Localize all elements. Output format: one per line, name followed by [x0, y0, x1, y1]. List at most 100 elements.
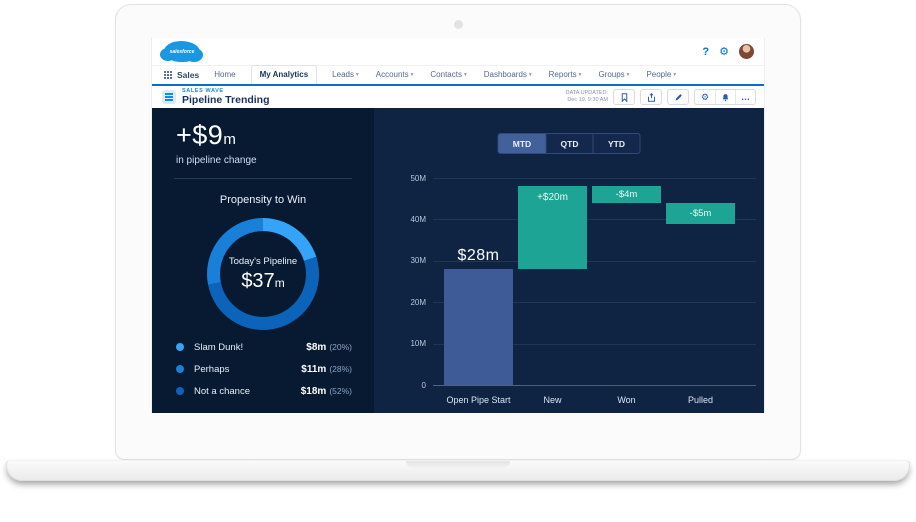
share-button[interactable]	[640, 89, 662, 105]
bar-pulled[interactable]	[666, 202, 735, 224]
more-button[interactable]: …	[735, 90, 755, 104]
tab-label: Reports	[548, 70, 577, 79]
gridline	[433, 219, 756, 221]
donut-center-unit: m	[274, 275, 285, 290]
legend-item[interactable]: Perhaps $11m (28%)	[176, 358, 352, 380]
pipeline-summary-panel: +$9m in pipeline change Propensity to Wi…	[152, 108, 374, 413]
action-button-group: ⚙ …	[694, 89, 756, 105]
tab-label: Accounts	[375, 70, 409, 79]
avatar[interactable]	[739, 44, 754, 59]
edit-icon	[675, 93, 682, 100]
page-title: Pipeline Trending	[182, 94, 270, 106]
bar-value-label: -$5m	[689, 207, 712, 219]
x-axis-label: Won	[617, 395, 636, 405]
app-window: salesforce ? ⚙ Sales Home My Analytics Lea…	[151, 38, 765, 413]
legend-values: $11m (28%)	[301, 364, 352, 375]
propensity-donut-chart[interactable]: Today's Pipeline $37m	[207, 218, 319, 330]
tab-home[interactable]: Home	[212, 70, 237, 84]
legend-item[interactable]: Not a chance $18m (52%)	[176, 380, 352, 402]
chevron-down-icon: ▾	[410, 71, 414, 78]
tab-label: Leads	[332, 70, 354, 79]
legend-label: Slam Dunk!	[194, 341, 244, 353]
gridline	[433, 343, 756, 345]
title-block: SALES WAVE Pipeline Trending	[182, 87, 270, 106]
tab-accounts[interactable]: Accounts ▾	[374, 70, 416, 84]
bookmark-button[interactable]	[613, 89, 635, 105]
nav-tabs: Home My Analytics Leads ▾ Accounts ▾ Contacts ▾…	[212, 65, 678, 84]
nav-bar: Sales Home My Analytics Leads ▾ Accounts ▾ Con…	[152, 65, 764, 86]
y-axis-label: 50M	[410, 173, 426, 183]
bar-value-label: +$20m	[537, 192, 568, 204]
tab-contacts[interactable]: Contacts ▾	[428, 70, 468, 84]
bell-icon	[722, 93, 729, 101]
y-axis-label: 20M	[410, 297, 426, 307]
gridline	[433, 302, 756, 304]
dashboard-actions: DATA UPDATED: Dec 19, 9:30 AM ⚙	[566, 89, 756, 105]
legend-amount: $18m	[300, 385, 327, 397]
notifications-button[interactable]	[715, 90, 735, 104]
x-axis-label: Open Pipe Start	[446, 395, 511, 405]
legend-percent: (28%)	[329, 363, 352, 374]
legend-item[interactable]: Slam Dunk! $8m (20%)	[176, 336, 352, 358]
bar-value-label: -$4m	[615, 189, 638, 201]
chevron-down-icon: ▾	[626, 71, 630, 78]
waffle-icon[interactable]	[164, 71, 172, 79]
global-header-actions: ? ⚙	[702, 44, 754, 59]
edit-button[interactable]	[667, 89, 689, 105]
tab-groups[interactable]: Groups ▾	[596, 70, 631, 84]
salesforce-logo-text: salesforce	[169, 48, 195, 55]
tab-dashboards[interactable]: Dashboards ▾	[482, 70, 534, 84]
data-updated-label: DATA UPDATED:	[565, 89, 608, 96]
chevron-down-icon: ▾	[578, 71, 582, 78]
gridline	[433, 385, 756, 386]
legend-percent: (20%)	[329, 341, 352, 352]
y-axis-label: 0	[421, 380, 426, 390]
chevron-down-icon: ▾	[673, 71, 677, 78]
tab-people[interactable]: People ▾	[644, 70, 678, 84]
laptop-base	[6, 460, 910, 481]
help-icon[interactable]: ?	[702, 45, 710, 58]
tab-reports[interactable]: Reports ▾	[547, 70, 584, 84]
dashboard-body: +$9m in pipeline change Propensity to Wi…	[152, 108, 764, 413]
settings-button[interactable]: ⚙	[695, 90, 715, 104]
tab-label: Contacts	[430, 70, 462, 79]
chevron-down-icon: ▾	[355, 71, 359, 78]
donut-center-label: Today's Pipeline	[228, 255, 298, 267]
bar-open-pipe-start[interactable]	[444, 269, 513, 385]
gear-icon: ⚙	[700, 91, 710, 102]
camera-dot	[454, 20, 463, 29]
bar-value-label: $28m	[457, 247, 500, 265]
share-icon	[647, 92, 655, 102]
tab-leads[interactable]: Leads ▾	[330, 70, 361, 84]
toggle-mtd[interactable]: MTD	[498, 134, 546, 153]
gear-icon[interactable]: ⚙	[719, 46, 729, 58]
dashboard-header: SALES WAVE Pipeline Trending DATA UPDATE…	[152, 86, 764, 108]
salesforce-logo[interactable]: salesforce	[160, 41, 203, 62]
bar-new[interactable]	[518, 186, 587, 270]
toggle-qtd[interactable]: QTD	[545, 134, 593, 153]
legend-amount: $8m	[306, 341, 327, 353]
bookmark-icon	[621, 92, 627, 102]
legend-dot	[176, 343, 184, 351]
legend-dot	[176, 387, 184, 395]
global-header: salesforce ? ⚙	[152, 38, 764, 65]
donut-center: Today's Pipeline $37m	[220, 231, 306, 317]
legend-label: Perhaps	[194, 363, 230, 375]
y-axis-label: 10M	[410, 339, 426, 349]
donut-legend: Slam Dunk! $8m (20%) Perhaps $11m (28%) Not a …	[176, 336, 352, 402]
x-axis-label: Pulled	[687, 395, 714, 405]
tab-my-analytics[interactable]: My Analytics	[250, 65, 318, 84]
bar-won[interactable]	[592, 186, 661, 203]
hamburger-icon[interactable]	[162, 90, 176, 104]
kpi-caption: in pipeline change	[176, 155, 257, 166]
more-icon: …	[741, 91, 750, 102]
legend-percent: (52%)	[329, 385, 352, 396]
tab-label: My Analytics	[259, 70, 309, 79]
app-name: Sales	[177, 70, 200, 80]
app-switcher[interactable]: Sales	[164, 70, 199, 84]
breadcrumb: SALES WAVE	[182, 87, 224, 94]
gridline	[433, 260, 756, 262]
toggle-ytd[interactable]: YTD	[592, 134, 640, 153]
period-toggle: MTD QTD YTD	[497, 133, 641, 154]
